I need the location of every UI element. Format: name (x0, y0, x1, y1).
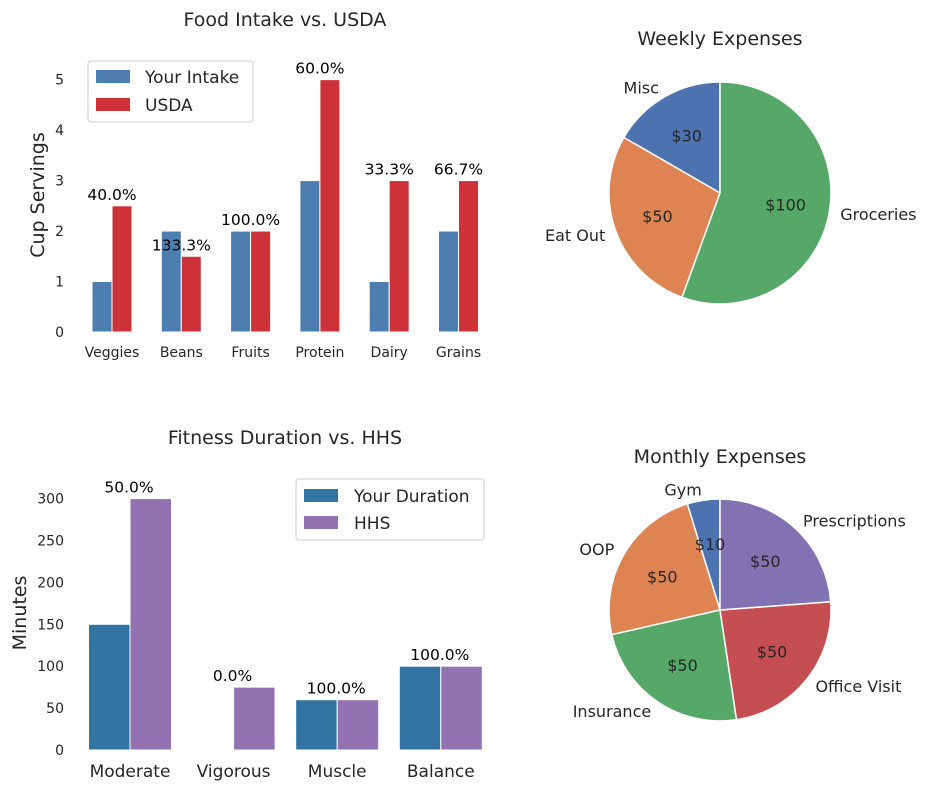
bar-percent-label: 133.3% (152, 236, 211, 254)
slice-label-office-visit: Office Visit (815, 677, 901, 696)
y-tick-label: 5 (55, 73, 64, 89)
bar-your-intake-protein (299, 180, 321, 333)
bar-usda-veggies (111, 205, 133, 333)
bar-your-duration-muscle (295, 699, 338, 751)
bar-percent-label: 100.0% (410, 646, 469, 664)
bar-usda-beans (180, 255, 202, 333)
slice-value-label: $100 (765, 196, 806, 215)
weekly-expenses-chart: Weekly Expenses $30 Misc $50 Eat Out $100 Gro… (545, 28, 917, 305)
bar-percent-label: 0.0% (213, 667, 252, 685)
slice-value-label: $50 (642, 207, 673, 226)
bar-hhs-muscle (336, 699, 380, 751)
slice-label-groceries: Groceries (840, 205, 916, 224)
slice-value-label: $10 (695, 535, 726, 554)
bar-your-duration-moderate (88, 623, 131, 751)
y-tick-label: 4 (55, 123, 64, 139)
slice-value-label: $50 (647, 568, 678, 587)
legend-swatch-your-duration (304, 489, 338, 502)
x-tick-label: Vigorous (197, 762, 271, 782)
bar-usda-grains (458, 180, 479, 333)
legend: Your Intake USDA (87, 60, 254, 123)
legend: Your Duration HHS (295, 478, 485, 541)
slice-label-gym: Gym (664, 480, 701, 499)
chart-title: Monthly Expenses (634, 446, 807, 468)
bar-hhs-vigorous (233, 686, 276, 751)
slice-label-oop: OOP (579, 540, 614, 559)
bar-percent-label: 100.0% (307, 680, 366, 698)
bar-hhs-moderate (129, 498, 172, 751)
y-tick-label: 150 (37, 617, 64, 633)
legend-swatch-usda (96, 98, 130, 111)
legend-label-usda: USDA (145, 96, 193, 116)
y-axis-label: Cup Servings (27, 132, 49, 258)
x-tick-label: Moderate (90, 762, 171, 782)
legend-swatch-your-intake (96, 70, 130, 83)
bar-percent-label: 33.3% (365, 161, 414, 179)
y-tick-label: 100 (37, 659, 64, 675)
legend-label-your-intake: Your Intake (144, 68, 239, 88)
bar-your-intake-dairy (368, 281, 390, 333)
x-tick-label: Dairy (371, 345, 408, 361)
y-tick-label: 1 (55, 275, 64, 291)
y-tick-label: 300 (37, 492, 64, 508)
bar-your-intake-veggies (91, 281, 113, 333)
bar-percent-label: 66.7% (434, 161, 483, 179)
slice-label-eat-out: Eat Out (545, 226, 605, 245)
x-tick-label: Fruits (231, 345, 269, 361)
bar-your-intake-fruits (230, 230, 252, 333)
slice-value-label: $50 (757, 643, 788, 662)
bar-usda-dairy (388, 180, 410, 333)
y-tick-label: 0 (55, 743, 64, 759)
y-tick-label: 2 (55, 224, 64, 240)
bar-usda-fruits (250, 230, 272, 333)
pie-slice-oop (608, 502, 721, 636)
y-tick-label: 250 (37, 533, 64, 549)
slice-value-label: $50 (667, 656, 698, 675)
bar-your-intake-grains (438, 230, 459, 333)
bar-your-duration-balance (398, 665, 442, 751)
bar-percent-label: 100.0% (221, 211, 280, 229)
legend-box (295, 478, 485, 541)
y-tick-label: 0 (55, 325, 64, 341)
bar-percent-label: 60.0% (295, 60, 344, 78)
x-tick-label: Balance (407, 762, 475, 782)
legend-swatch-hhs (304, 516, 338, 529)
food-intake-chart: Food Intake vs. USDA Cup Servings 0 1 2 3 4 5… (27, 9, 483, 361)
x-tick-label: Veggies (85, 345, 140, 361)
bar-percent-label: 40.0% (87, 186, 136, 204)
pie-slice-misc (622, 81, 721, 195)
pie-slice-insurance (610, 609, 738, 722)
x-tick-label: Beans (160, 345, 203, 361)
bar-percent-label: 50.0% (104, 479, 153, 497)
y-tick-label: 3 (55, 174, 64, 190)
x-tick-label: Muscle (308, 762, 367, 782)
y-tick-label: 200 (37, 575, 64, 591)
slice-label-insurance: Insurance (573, 702, 652, 721)
pie-slice-groceries (681, 81, 832, 305)
slice-label-prescriptions: Prescriptions (803, 511, 906, 530)
fitness-duration-chart: Fitness Duration vs. HHS Minutes 0 50 100 1… (9, 427, 485, 782)
pie-slice-eat-out (608, 136, 721, 299)
chart-title: Weekly Expenses (637, 28, 802, 50)
monthly-expenses-chart: Monthly Expenses $10 Gym $50 OOP $50 Insuranc… (573, 446, 906, 722)
y-axis-label: Minutes (9, 576, 31, 651)
chart-title: Fitness Duration vs. HHS (168, 427, 402, 449)
y-tick-label: 50 (46, 701, 64, 717)
bar-usda-protein (319, 79, 341, 333)
slice-value-label: $30 (671, 126, 702, 145)
slice-value-label: $50 (750, 552, 781, 571)
legend-label-your-duration: Your Duration (353, 487, 470, 507)
x-tick-label: Grains (436, 345, 481, 361)
x-tick-label: Protein (295, 345, 344, 361)
chart-title: Food Intake vs. USDA (184, 9, 387, 31)
pie-slice-prescriptions (719, 498, 832, 611)
pie-slice-office-visit (719, 600, 832, 721)
legend-label-hhs: HHS (354, 514, 390, 534)
bar-hhs-balance (440, 665, 483, 751)
slice-label-misc: Misc (624, 78, 659, 97)
